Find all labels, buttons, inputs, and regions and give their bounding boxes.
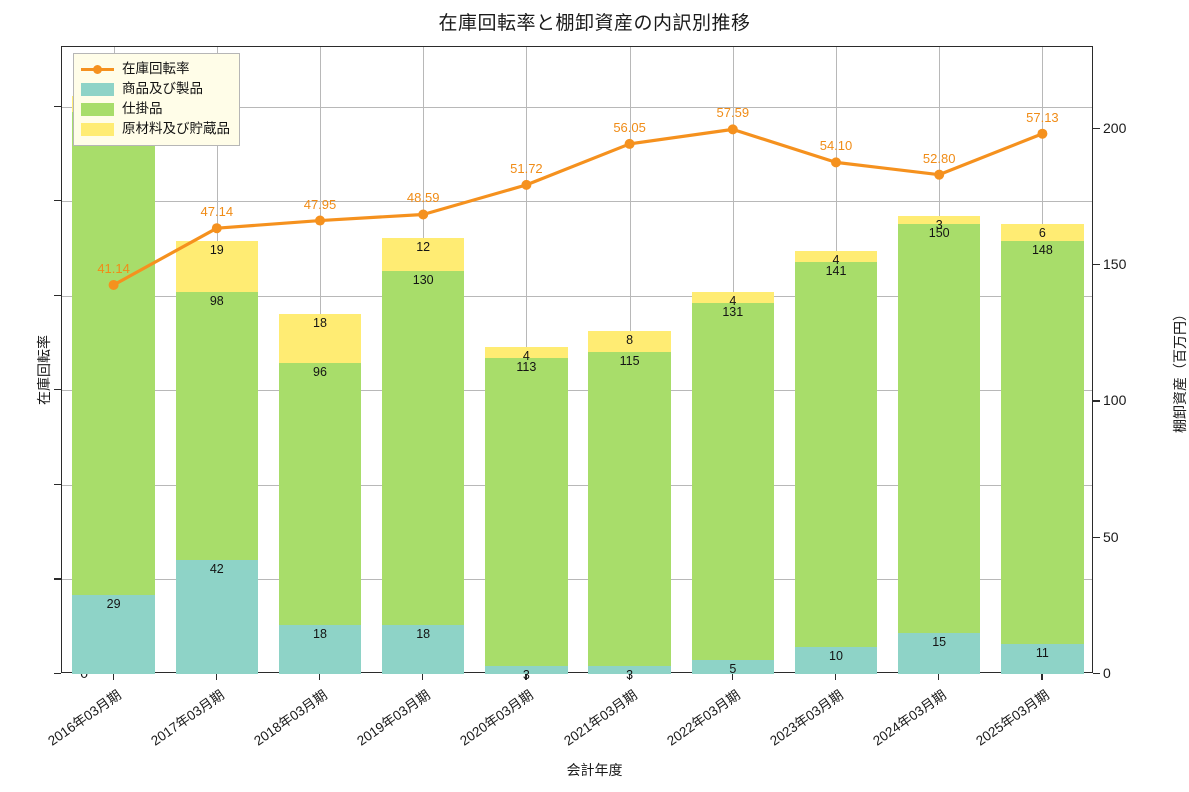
right-axis-tick-mark [1093,673,1100,675]
x-axis-tick-mark [731,673,733,680]
right-axis-tick-label: 50 [1103,528,1119,545]
line-point-label: 51.72 [510,160,543,176]
chart-title: 在庫回転率と棚卸資産の内訳別推移 [438,13,751,34]
line-path [111,127,1045,287]
legend-item-label: 商品及び製品 [122,81,203,97]
gridline-horizontal [62,295,1092,297]
x-axis-tick-mark [938,673,940,680]
legend-item-label: 在庫回転率 [122,61,190,77]
bar-segment[interactable]: 130 [381,270,465,625]
gridline-horizontal [62,201,1092,203]
x-axis-tick-mark [422,673,424,680]
right-axis-tick-label: 100 [1103,392,1127,409]
x-axis-tick-mark [628,673,630,680]
left-axis-label: 在庫回転率 [36,335,52,405]
line-point-label: 57.13 [1026,109,1059,125]
plot-area: 2917764298191896181813012311343115851314… [61,46,1093,682]
line-data-point[interactable] [934,169,945,180]
line-data-point[interactable] [108,279,119,290]
line-data-point[interactable] [624,138,635,149]
bar-segment[interactable]: 12 [381,237,465,271]
left-axis-tick-mark [54,578,61,580]
x-axis-tick-mark [215,673,217,680]
x-axis-tick-mark [1041,673,1043,680]
right-axis-label: 棚卸資産（百万円） [1172,307,1188,433]
line-data-point[interactable] [418,209,429,220]
x-axis-tick-mark [112,673,114,680]
x-axis-label: 会計年度 [566,762,623,778]
line-data-point[interactable] [211,223,222,234]
line-point-label: 47.14 [200,204,234,220]
left-axis-tick-mark [54,483,61,486]
right-axis-tick-mark [1093,536,1100,538]
line-point-label: 48.59 [406,190,440,206]
left-axis-tick-mark [54,673,61,675]
legend-item-label: 仕掛品 [122,101,163,117]
gridline-horizontal [62,579,1092,581]
line-data-point[interactable] [521,179,532,190]
gridline-horizontal [62,390,1092,392]
legend-line-marker-icon [81,63,114,76]
right-axis-tick-mark [1093,400,1100,402]
gridline-horizontal [62,484,1092,486]
x-axis-tick-mark [525,673,527,680]
bar-segment[interactable]: 15 [897,633,981,674]
line-point-label: 52.80 [922,150,956,166]
bar-segment[interactable]: 113 [485,357,568,666]
bar-segment[interactable]: 19 [175,240,259,293]
x-axis-tick-mark [319,673,321,680]
x-axis-tick-mark [835,673,837,680]
line-point-label: 57.59 [716,105,750,121]
left-axis-tick-mark [54,294,61,296]
legend-color-swatch-icon [81,102,114,116]
line-data-point[interactable] [1037,128,1048,139]
line-data-point[interactable] [831,157,841,168]
right-axis-tick-label: 200 [1103,119,1127,136]
left-axis-tick-mark [54,105,61,107]
chart-legend[interactable]: 在庫回転率商品及び製品 仕掛品原材料及び貯蔵品 [73,53,240,146]
legend-item[interactable]: 仕掛品 [81,99,230,119]
line-point-label: 56.05 [613,119,646,135]
bar-segment[interactable]: 115 [588,352,671,666]
line-data-point[interactable] [315,215,325,226]
legend-item[interactable]: 原材料及び貯蔵品 [81,119,230,139]
right-axis-tick-mark [1093,264,1100,266]
left-axis-tick-mark [54,389,61,391]
legend-item[interactable]: 商品及び製品 [81,79,230,99]
line-series-layer [108,124,1048,290]
left-axis-tick-mark [54,200,61,202]
legend-item-label: 原材料及び貯蔵品 [122,121,230,137]
line-point-label: 41.14 [97,260,130,276]
bar-segment[interactable]: 141 [794,262,878,647]
legend-color-swatch-icon [81,122,114,136]
gridline-horizontal [62,106,1092,108]
line-point-label: 47.95 [303,196,337,212]
line-data-point[interactable] [727,124,738,135]
legend-color-swatch-icon [81,82,114,96]
line-point-label: 54.10 [819,138,853,154]
right-axis-tick-label: 150 [1103,256,1127,273]
right-axis-tick-mark [1093,127,1100,129]
bar-segment[interactable]: 18 [278,624,362,674]
legend-item[interactable]: 在庫回転率 [81,59,230,79]
right-axis-tick-label: 0 [1103,665,1111,681]
bar-segment[interactable]: 96 [278,363,362,625]
